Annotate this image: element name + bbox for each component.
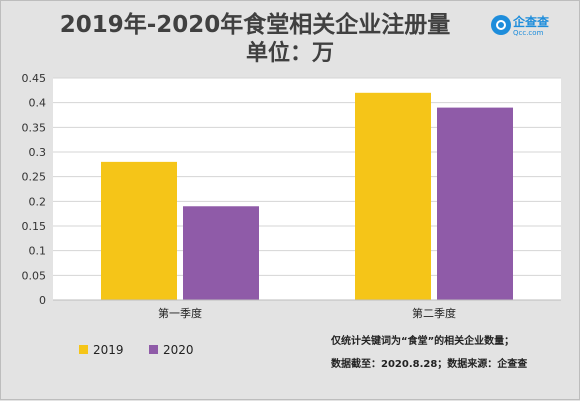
chart-title: 2019年-2020年食堂相关企业注册量 (59, 12, 451, 38)
bar-2020-2 (437, 107, 513, 300)
logo-domain: Qcc.com (513, 29, 544, 37)
footnote-scope: 仅统计关键词为“食堂”的相关企业数量； (331, 336, 515, 347)
y-tick-label: 0.4 (29, 97, 47, 110)
legend-swatch-2020 (149, 345, 158, 354)
logo-brand: 企查查 (513, 15, 550, 29)
y-tick-label: 0.35 (22, 121, 47, 134)
bar-2020-1 (183, 206, 259, 300)
qcc-logo: 企查查 Qcc.com (491, 15, 579, 41)
x-tick-label: 第一季度 (158, 306, 202, 320)
y-tick-label: 0.45 (22, 72, 47, 85)
legend-swatch-2019 (79, 345, 88, 354)
bar-2019-1 (101, 161, 177, 300)
y-tick-label: 0.2 (29, 195, 47, 208)
legend-label-2020: 2020 (163, 343, 194, 357)
legend-label-2019: 2019 (93, 343, 124, 357)
y-tick-label: 0.05 (22, 269, 47, 282)
qcc-logo-icon (491, 15, 511, 35)
footnote-source: 数据截至：2020.8.28；数据来源：企查查 (331, 359, 528, 370)
chart-subtitle: 单位：万 (245, 41, 334, 66)
y-tick-label: 0.15 (22, 220, 47, 233)
y-tick-label: 0.25 (22, 171, 47, 184)
bar-2019-2 (355, 92, 431, 300)
y-tick-label: 0 (39, 294, 46, 307)
y-tick-label: 0.1 (29, 245, 47, 258)
y-tick-label: 0.3 (29, 146, 47, 159)
x-tick-label: 第二季度 (412, 306, 456, 320)
